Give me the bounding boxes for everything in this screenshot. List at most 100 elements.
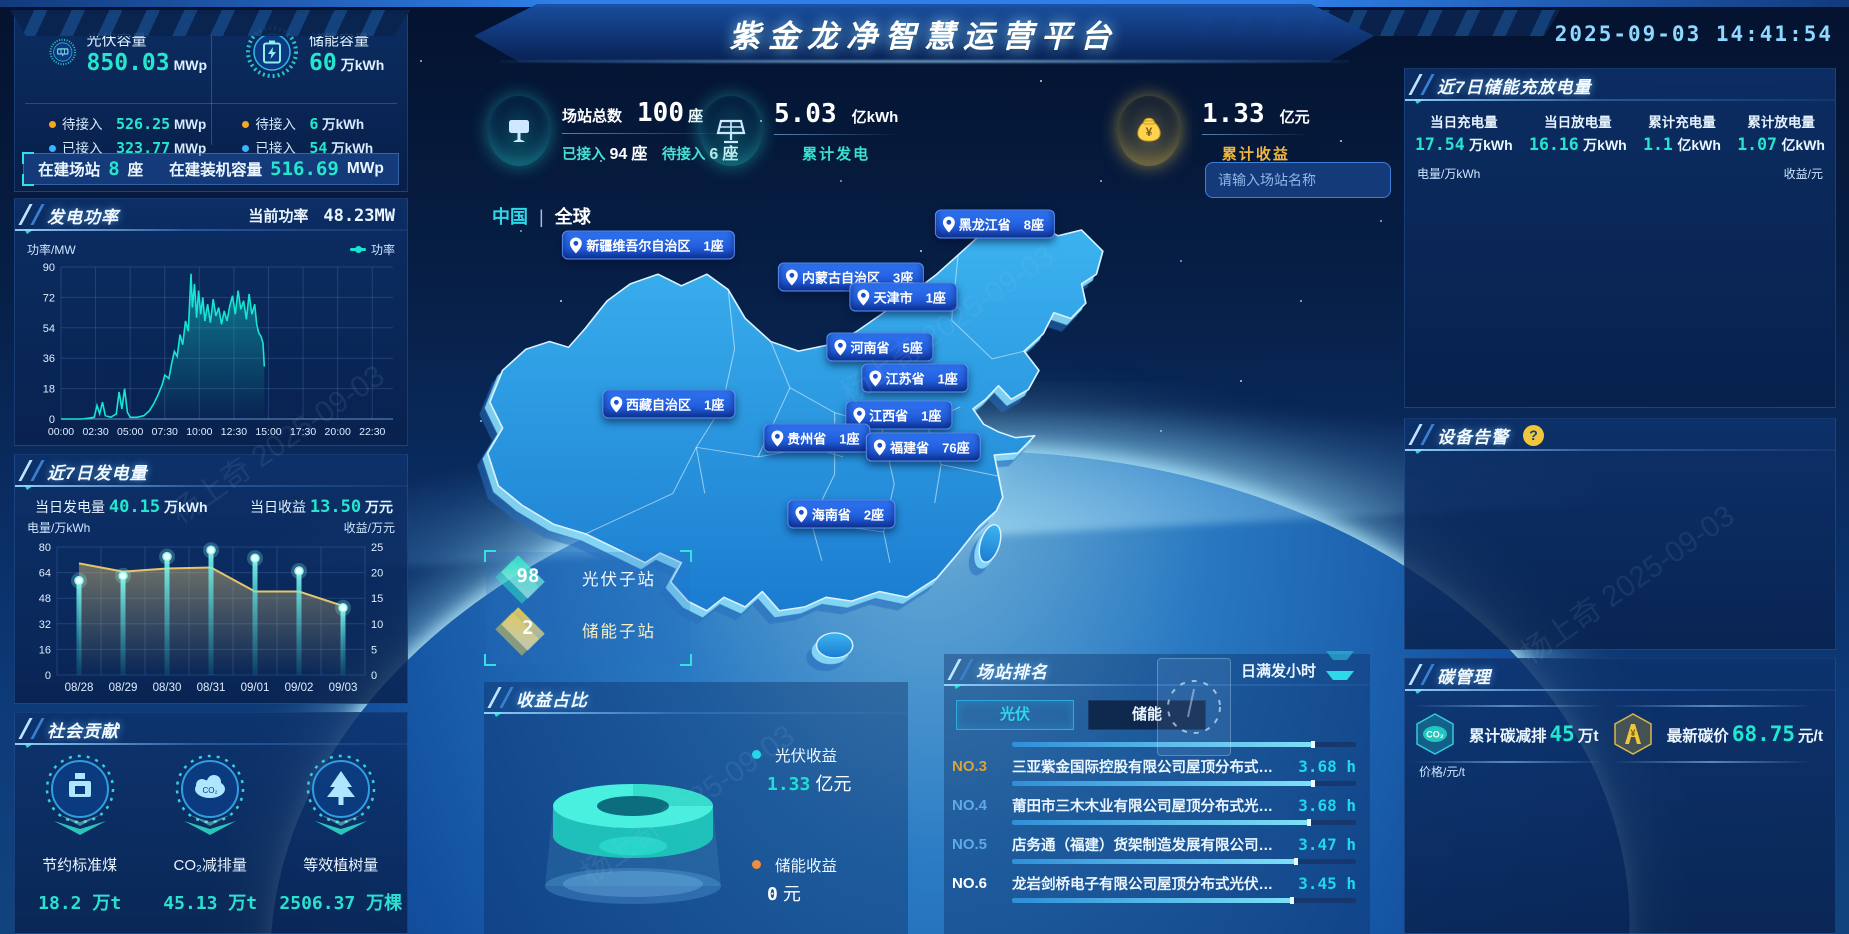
current-power-label: 当前功率 [248, 207, 309, 225]
ranking-row[interactable]: NO.4 莆田市三木木业有限公司屋顶分布式光伏发电项目 3.68 h [952, 795, 1356, 826]
location-pin-icon [795, 506, 808, 522]
svg-text:15:00: 15:00 [255, 426, 281, 438]
station-hours: 3.47 h [1298, 835, 1356, 854]
power-y-axis-label: 功率/MW [27, 243, 76, 257]
ess7-left-axis-label: 电量/万kWh [1417, 167, 1481, 181]
header-top-line [0, 0, 1849, 7]
power-panel-title: 发电功率 [47, 207, 119, 227]
co2-hexagon-icon: CO₂ [1416, 713, 1454, 755]
ranking-bar [1012, 858, 1356, 865]
map-pin-黑龙江省[interactable]: 黑龙江省 8座 [934, 209, 1056, 239]
svg-text:0: 0 [371, 670, 377, 682]
map-pin-福建省[interactable]: 福建省 76座 [866, 432, 981, 462]
svg-text:CO₂: CO₂ [1426, 730, 1444, 740]
map-pin-内蒙古自治区[interactable]: 内蒙古自治区 3座 [778, 262, 925, 292]
divider [211, 27, 212, 145]
compass-decoration [1157, 658, 1231, 756]
gen7-combo-chart: 0 0 16 5 32 10 48 15 64 20 80 25 08/28 08/29 08/30 08/3… [19, 537, 403, 700]
map-pin-西藏自治区[interactable]: 西藏自治区 1座 [601, 389, 736, 419]
map-pin-label: 天津市 1座 [873, 290, 946, 306]
gen7-right-axis-label: 收益/万元 [343, 521, 395, 535]
svg-text:12:30: 12:30 [221, 426, 247, 438]
map-pin-新疆维吾尔自治区[interactable]: 新疆维吾尔自治区 1座 [562, 230, 735, 260]
social-item-label: CO₂减排量 [173, 857, 247, 874]
social-item: 等效植树量 2506.37 万棵 [276, 751, 405, 915]
rank-badge: NO.6 [952, 875, 988, 892]
gen7-panel-title: 近7日发电量 [47, 463, 148, 483]
map-pin-label: 福建省 76座 [890, 440, 970, 456]
svg-text:54: 54 [43, 323, 55, 335]
svg-text:15: 15 [371, 593, 383, 605]
pv-capacity-block: 光伏容量 850.03 MWp [15, 25, 207, 79]
region-tab-global[interactable]: 全球 [554, 207, 591, 227]
map-pin-label: 河南省 5座 [850, 340, 923, 356]
alarm-panel: 设备告警 ? [1404, 418, 1836, 650]
ranking-bar [1012, 819, 1356, 826]
header-decoration-left [10, 10, 410, 36]
ranking-tab-储能[interactable]: 储能 [1088, 700, 1206, 730]
social-item: 节约标准煤 18.2 万t [15, 751, 144, 915]
battery-icon [246, 26, 298, 78]
ranking-metric-label[interactable]: 日满发小时 [1240, 662, 1316, 680]
station-total-block: 场站总数 100 座 已接入 94 座 待接入 6 座 [488, 96, 739, 166]
china-map[interactable]: 新疆维吾尔自治区 1座 黑龙江省 8座内蒙古自治区 3座 天津市 1座河南省 5座江… [460, 205, 1205, 705]
map-pin-河南省[interactable]: 河南省 5座 [826, 332, 934, 362]
pv-capacity-value: 850.03 [86, 49, 170, 76]
map-pin-label: 黑龙江省 8座 [958, 217, 1045, 233]
money-bag-icon: ¥ [1118, 96, 1180, 166]
station-name: 龙岩剑桥电子有限公司屋顶分布式光伏发电项目 [1012, 877, 1282, 893]
power-panel: 发电功率 当前功率 48.23MW 功率/MW 功率 00:00 02:30 05:… [14, 198, 408, 446]
station-hours: 3.45 h [1298, 874, 1356, 893]
revenue-share-panel: 收益占比 光伏收益 1.33 亿元 储能收益 0 元 [484, 682, 908, 934]
ranking-row[interactable]: NO.5 店务通（福建）货架制造发展有限公司屋顶分布式… 3.47 h [952, 834, 1356, 865]
gen7-panel: 近7日发电量 当日发电量 40.15 万kWh 当日收益 13.50 万元 电量… [14, 454, 408, 704]
region-tab-china[interactable]: 中国 [492, 207, 528, 227]
ranking-title: 场站排名 [976, 662, 1048, 682]
region-switch[interactable]: 中国 | 全球 [492, 207, 591, 227]
map-pin-天津市[interactable]: 天津市 1座 [849, 282, 957, 312]
chevron-down-icon[interactable] [1326, 651, 1354, 689]
location-pin-icon [869, 370, 882, 386]
current-power-value: 48.23MW [323, 205, 395, 226]
station-type-legend: 98 光伏子站 2 储能子站 [484, 550, 692, 666]
legend-item-储能子站[interactable]: 2 储能子站 [486, 604, 690, 656]
ranking-bar [1012, 780, 1356, 787]
ranking-row[interactable]: NO.6 龙岩剑桥电子有限公司屋顶分布式光伏发电项目 3.45 h [952, 873, 1356, 904]
ranking-row[interactable]: NO.3 三亚紫金国际控股有限公司屋顶分布式光伏电站 3.68 h [952, 756, 1356, 787]
legend-item-光伏子站[interactable]: 98 光伏子站 [486, 552, 690, 604]
ess7-stat: 累计放电量 1.07 亿kWh [1737, 115, 1825, 154]
ranking-tab-光伏[interactable]: 光伏 [956, 700, 1074, 730]
map-pin-贵州省[interactable]: 贵州省 1座 [763, 423, 871, 453]
svg-text:09/03: 09/03 [329, 682, 358, 694]
station-name: 三亚紫金国际控股有限公司屋顶分布式光伏电站 [1012, 760, 1282, 776]
station-search-box[interactable] [1205, 162, 1401, 198]
svg-text:36: 36 [43, 353, 55, 365]
location-pin-icon [942, 216, 955, 232]
map-pin-海南省[interactable]: 海南省 2座 [787, 499, 896, 529]
carbon-reduction-block: CO₂ 累计碳减排 45 万t [1413, 701, 1603, 767]
location-pin-icon [786, 269, 799, 285]
total-generation-block: 5.03 亿kWh 累计发电 [700, 96, 899, 166]
station-icon [488, 96, 550, 166]
help-icon[interactable]: ? [1523, 424, 1544, 446]
map-pin-label: 海南省 2座 [811, 507, 885, 523]
revenue-share-donut [545, 784, 721, 904]
ess-capacity-unit: 万kWh [340, 56, 385, 73]
svg-text:0: 0 [45, 670, 51, 682]
svg-text:09/01: 09/01 [241, 682, 270, 694]
search-input[interactable] [1216, 171, 1401, 189]
ess7-right-axis-label: 收益/元 [1783, 167, 1823, 181]
svg-text:08/31: 08/31 [197, 682, 226, 694]
social-item-label: 等效植树量 [303, 857, 379, 874]
svg-text:20: 20 [371, 568, 383, 580]
svg-text:05:00: 05:00 [117, 426, 143, 438]
map-pin-label: 贵州省 1座 [787, 431, 860, 447]
gen7-stats: 当日发电量 40.15 万kWh 当日收益 13.50 万元 [35, 497, 393, 517]
map-pin-江苏省[interactable]: 江苏省 1座 [861, 363, 969, 393]
svg-text:08/29: 08/29 [109, 682, 138, 694]
pv-connection-stats: 待接入 526.25 MWp 已接入 323.77 MWp [49, 113, 241, 157]
svg-text:5: 5 [371, 644, 377, 656]
map-pin-label: 江西省 1座 [869, 408, 942, 424]
ranking-bar-partial [1012, 741, 1356, 748]
